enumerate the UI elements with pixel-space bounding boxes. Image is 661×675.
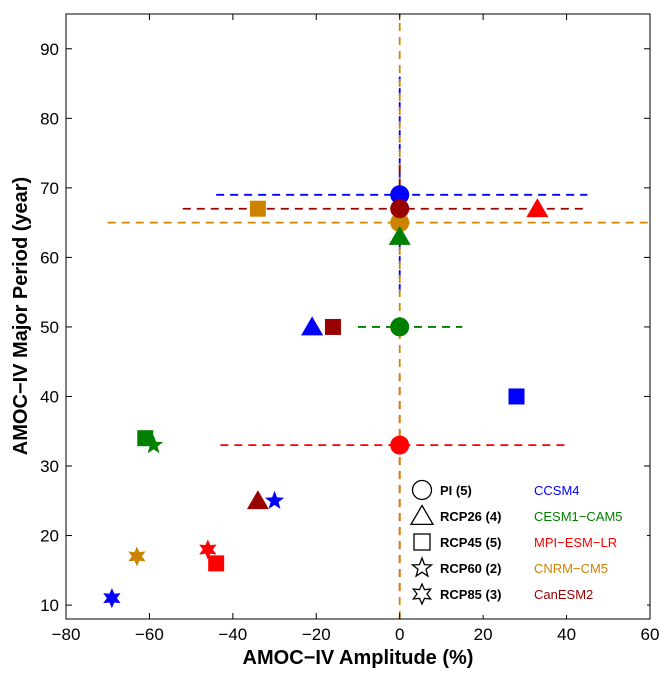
point-rcp45-5-canesm2 [324, 318, 341, 335]
y-tick-label: 80 [40, 109, 59, 128]
y-tick-label: 90 [40, 40, 59, 59]
y-tick-label: 70 [40, 179, 59, 198]
point-rcp85-3-cnrm-cm5 [128, 546, 146, 567]
point-pi-5-cesm1-cam5 [390, 317, 410, 337]
y-tick-label: 30 [40, 457, 59, 476]
legend-marker-rcp45-5 [413, 533, 431, 551]
y-tick-label: 50 [40, 318, 59, 337]
x-tick-label: 20 [474, 625, 493, 644]
point-rcp45-5-cnrm-cm5 [249, 200, 266, 217]
point-rcp85-3-ccsm4 [103, 588, 121, 609]
y-tick-label: 60 [40, 248, 59, 267]
legend-scenario-label: RCP85 (3) [440, 587, 501, 602]
y-tick-label: 10 [40, 596, 59, 615]
x-tick-label: 60 [641, 625, 660, 644]
legend-model-label: CanESM2 [534, 587, 593, 602]
point-pi-5-ccsm4 [390, 185, 410, 205]
y-tick-label: 40 [40, 387, 59, 406]
y-axis-label: AMOC−IV Major Period (year) [10, 177, 32, 455]
point-rcp26-4-ccsm4 [301, 316, 324, 336]
data-points [103, 185, 549, 609]
x-tick-label: −20 [302, 625, 331, 644]
point-rcp60-2-cesm1-cam5 [144, 435, 164, 454]
point-pi-5-mpi-esm-lr [390, 435, 410, 455]
x-tick-label: −40 [218, 625, 247, 644]
plot-area [65, 13, 651, 620]
legend-marker-rcp60-2 [410, 556, 434, 578]
x-tick-label: 40 [557, 625, 576, 644]
legend-model-label: MPI−ESM−LR [534, 535, 617, 550]
point-pi-5-canesm2 [390, 199, 410, 219]
x-tick-label: 0 [395, 625, 404, 644]
point-rcp60-2-ccsm4 [265, 490, 285, 509]
point-rcp45-5-ccsm4 [508, 388, 525, 405]
legend-scenario-label: PI (5) [440, 483, 472, 498]
legend-marker-pi-5 [411, 479, 433, 501]
point-pi-5-cnrm-cm5 [390, 213, 410, 233]
legend-scenario-label: RCP45 (5) [440, 535, 501, 550]
legend-box [403, 475, 647, 615]
legend-marker-rcp85-3 [411, 582, 433, 606]
x-axis-label: AMOC−IV Amplitude (%) [243, 647, 474, 669]
legend-scenario-label: RCP26 (4) [440, 509, 501, 524]
point-rcp26-4-mpi-esm-lr [526, 198, 549, 218]
legend-model-label: CESM1−CAM5 [534, 509, 623, 524]
point-rcp45-5-mpi-esm-lr [208, 555, 225, 572]
axis-ticks: −80 −60 −40 −20 0 20 40 60 10 20 30 40 50 60 70 80 90 [40, 14, 659, 644]
legend-model-label: CCSM4 [534, 483, 580, 498]
point-rcp26-4-cesm1-cam5 [388, 226, 411, 245]
point-rcp26-4-canesm2 [246, 490, 269, 510]
x-tick-label: −80 [52, 625, 81, 644]
y-tick-label: 20 [40, 527, 59, 546]
legend-marker-rcp26-4 [409, 504, 435, 526]
legend-model-label: CNRM−CM5 [534, 561, 608, 576]
legend: PI (5) RCP26 (4) RCP45 (5) RCP60 (2) RCP85 (… [403, 475, 647, 615]
legend-scenario-label: RCP60 (2) [440, 561, 501, 576]
x-tick-label: −60 [135, 625, 164, 644]
point-rcp85-3-mpi-esm-lr [199, 539, 217, 560]
